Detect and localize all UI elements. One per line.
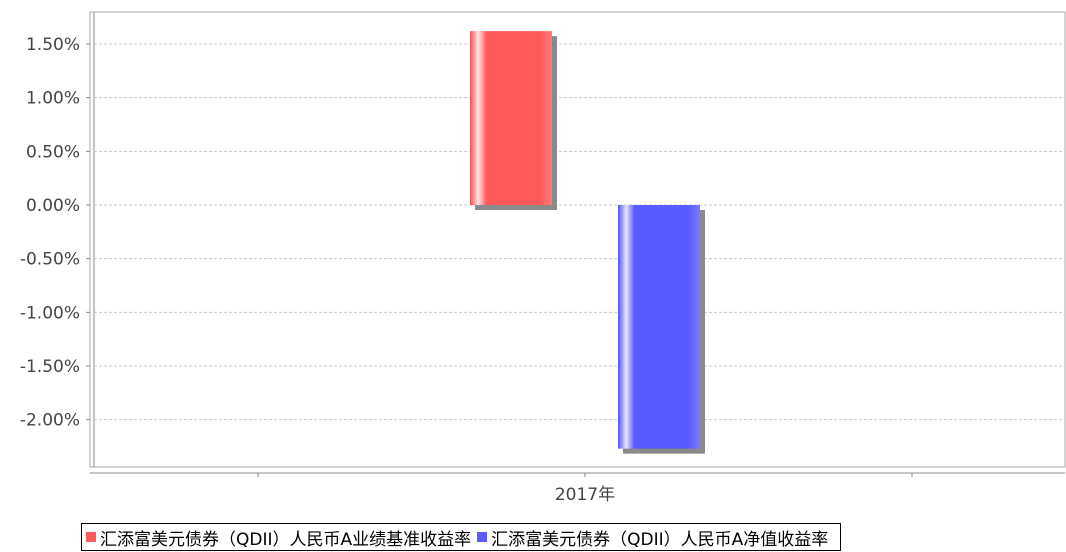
y-tick-label: -1.00% [20,303,80,323]
gridlines [94,43,1065,421]
y-tick-label: -2.00% [20,411,80,431]
y-tick-label: -0.50% [20,250,80,270]
legend-item-nav: 汇添富美元债券（QDII）人民币A净值收益率 [477,525,828,550]
x-tick-label: 2017年 [555,485,615,505]
legend-item-benchmark: 汇添富美元债券（QDII）人民币A业绩基准收益率 [86,525,471,550]
legend-label-nav: 汇添富美元债券（QDII）人民币A净值收益率 [491,529,829,550]
legend-label-benchmark: 汇添富美元债券（QDII）人民币A业绩基准收益率 [100,529,472,550]
legend-swatch-blue [477,532,488,542]
x-axis [90,472,1065,477]
y-tick-label: -1.50% [20,357,80,377]
y-tick-label: 1.50% [26,35,80,55]
y-tick-label: 0.50% [26,142,80,162]
bars [470,31,705,454]
legend: 汇添富美元债券（QDII）人民币A业绩基准收益率 汇添富美元债券（QDII）人民… [81,523,842,551]
legend-swatch-red [86,532,96,542]
plot-frame [89,11,1066,468]
bar-benchmark-return[interactable] [470,31,552,206]
y-tick-label: 0.00% [26,196,80,216]
y-axis-ticks: 1.50% 1.00% 0.50% 0.00% -0.50% -1.00% -1.50% -2… [20,35,90,431]
bar-nav-return[interactable] [618,205,700,449]
y-tick-label: 1.00% [26,89,80,109]
